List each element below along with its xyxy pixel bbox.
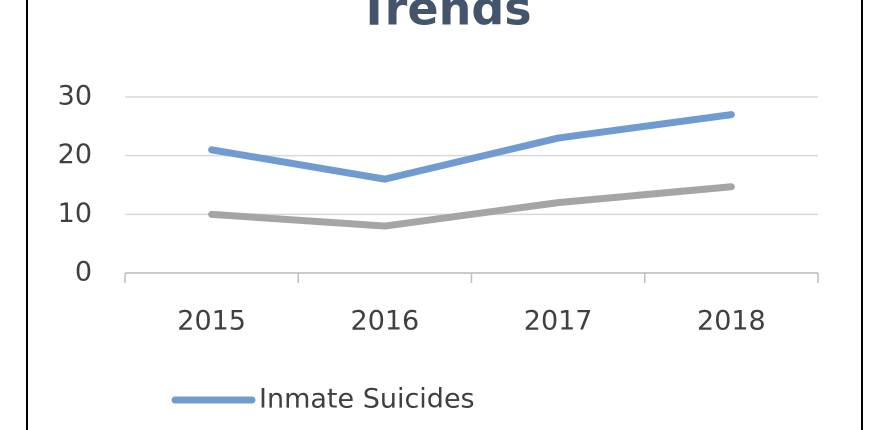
y-tick-label: 10 bbox=[58, 198, 92, 229]
y-tick-label: 30 bbox=[58, 81, 92, 112]
x-tick-label: 2015 bbox=[177, 306, 246, 337]
x-tick-label: 2017 bbox=[524, 306, 593, 337]
y-tick-label: 20 bbox=[58, 139, 92, 170]
x-tick-label: 2018 bbox=[697, 306, 766, 337]
chart-title: Trends bbox=[358, 0, 531, 36]
series-line bbox=[208, 111, 735, 183]
x-tick-label: 2016 bbox=[351, 306, 420, 337]
legend-label: Inmate Suicides bbox=[259, 384, 475, 415]
y-tick-label: 0 bbox=[75, 257, 92, 288]
series-line bbox=[208, 183, 735, 230]
